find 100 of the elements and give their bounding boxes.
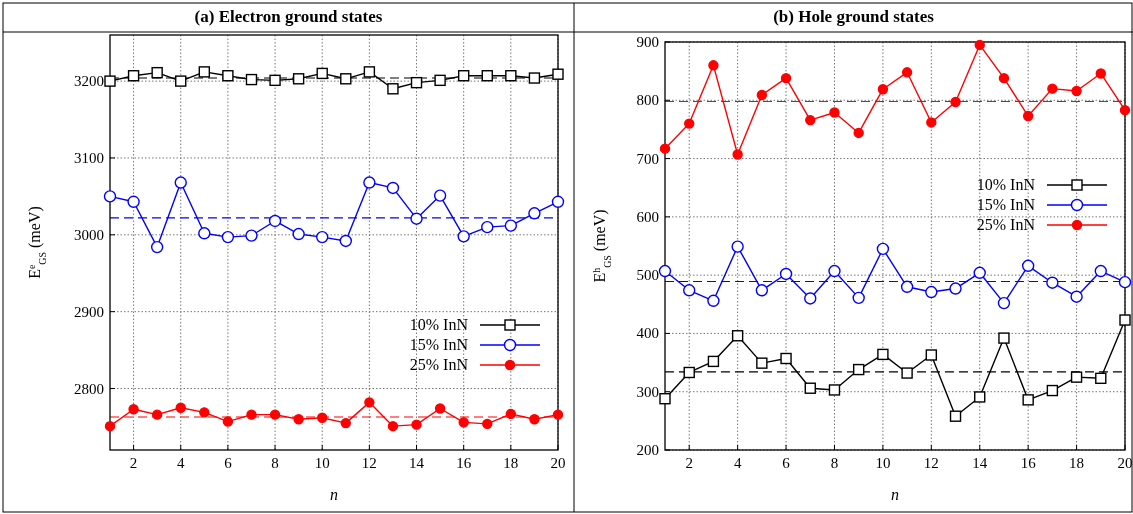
point [199, 407, 210, 418]
legend-label: 15% InN [976, 196, 1036, 213]
point [151, 409, 163, 420]
x-tick-label: 14 [972, 455, 988, 471]
point [877, 84, 889, 95]
point [829, 107, 840, 118]
point [457, 230, 470, 243]
x-axis-title: n [891, 486, 899, 503]
point [780, 72, 792, 84]
point [433, 189, 447, 202]
point [127, 195, 140, 208]
point [1094, 264, 1107, 278]
point [925, 285, 938, 299]
point [481, 220, 494, 234]
point [1095, 68, 1106, 79]
point [901, 67, 913, 78]
point [1070, 371, 1083, 383]
x-tick-label: 2 [685, 455, 693, 471]
x-tick-label: 16 [1020, 455, 1037, 471]
point [1022, 110, 1034, 122]
point [731, 330, 744, 342]
point [222, 70, 234, 82]
point [779, 267, 793, 281]
point [805, 114, 816, 126]
point [551, 195, 565, 208]
legend-label: 25% InN [409, 356, 469, 373]
y-tick-label: 3200 [74, 73, 104, 90]
point [1022, 394, 1034, 406]
x-axis-title: n [330, 486, 338, 503]
y-tick-label: 500 [636, 267, 659, 284]
point [293, 414, 304, 425]
point [949, 282, 962, 295]
point [877, 348, 889, 361]
x-tick-label: 20 [1117, 455, 1133, 471]
x-tick-label: 4 [176, 455, 185, 471]
x-tick-label: 12 [361, 455, 377, 471]
point [411, 419, 422, 430]
y-tick-label: 700 [636, 150, 659, 167]
point [949, 410, 962, 422]
point [828, 384, 841, 396]
x-tick-label: 18 [1069, 455, 1085, 471]
legend-label: 25% InN [976, 216, 1036, 233]
point [504, 219, 518, 232]
point [363, 66, 376, 78]
point [804, 292, 817, 305]
point [876, 242, 890, 256]
point [1119, 104, 1131, 116]
point [482, 418, 493, 430]
point [410, 76, 423, 89]
x-tick-label: 18 [503, 455, 519, 471]
point [363, 176, 376, 189]
x-tick-label: 8 [271, 455, 279, 471]
point [804, 382, 816, 394]
point [269, 74, 281, 87]
point [926, 117, 937, 128]
point [755, 284, 769, 297]
point [340, 417, 351, 429]
point [1119, 314, 1131, 326]
point [852, 363, 865, 376]
point [268, 214, 282, 228]
point [245, 73, 258, 86]
y-tick-label: 400 [636, 325, 659, 342]
point [1047, 83, 1058, 94]
point [151, 66, 163, 79]
point [364, 397, 375, 408]
x-tick-label: 10 [314, 455, 330, 471]
x-tick-label: 10 [875, 455, 891, 471]
point [316, 67, 328, 80]
point [900, 280, 914, 293]
point [458, 417, 469, 428]
point [269, 409, 281, 420]
point [756, 89, 768, 101]
point [974, 39, 985, 51]
point [457, 70, 470, 82]
point [1046, 276, 1059, 289]
point [481, 70, 493, 82]
point [1071, 85, 1082, 97]
point [998, 332, 1010, 344]
point [552, 409, 564, 420]
point [708, 60, 719, 71]
point [925, 349, 938, 361]
legend-label: 10% InN [976, 176, 1036, 193]
x-tick-label: 6 [224, 455, 233, 471]
point [103, 190, 117, 203]
point [505, 408, 517, 420]
point [387, 83, 399, 95]
point [731, 240, 744, 253]
point [974, 391, 986, 403]
x-tick-label: 8 [830, 455, 839, 471]
point [901, 367, 913, 379]
point [434, 403, 446, 414]
legend-label: 10% InN [409, 316, 469, 333]
point [198, 227, 211, 240]
point [1021, 259, 1035, 273]
x-tick-label: 16 [456, 455, 472, 471]
x-tick-label: 12 [923, 455, 939, 471]
point [317, 412, 328, 423]
x-tick-label: 6 [782, 455, 791, 471]
point [529, 414, 540, 425]
point [684, 118, 695, 129]
